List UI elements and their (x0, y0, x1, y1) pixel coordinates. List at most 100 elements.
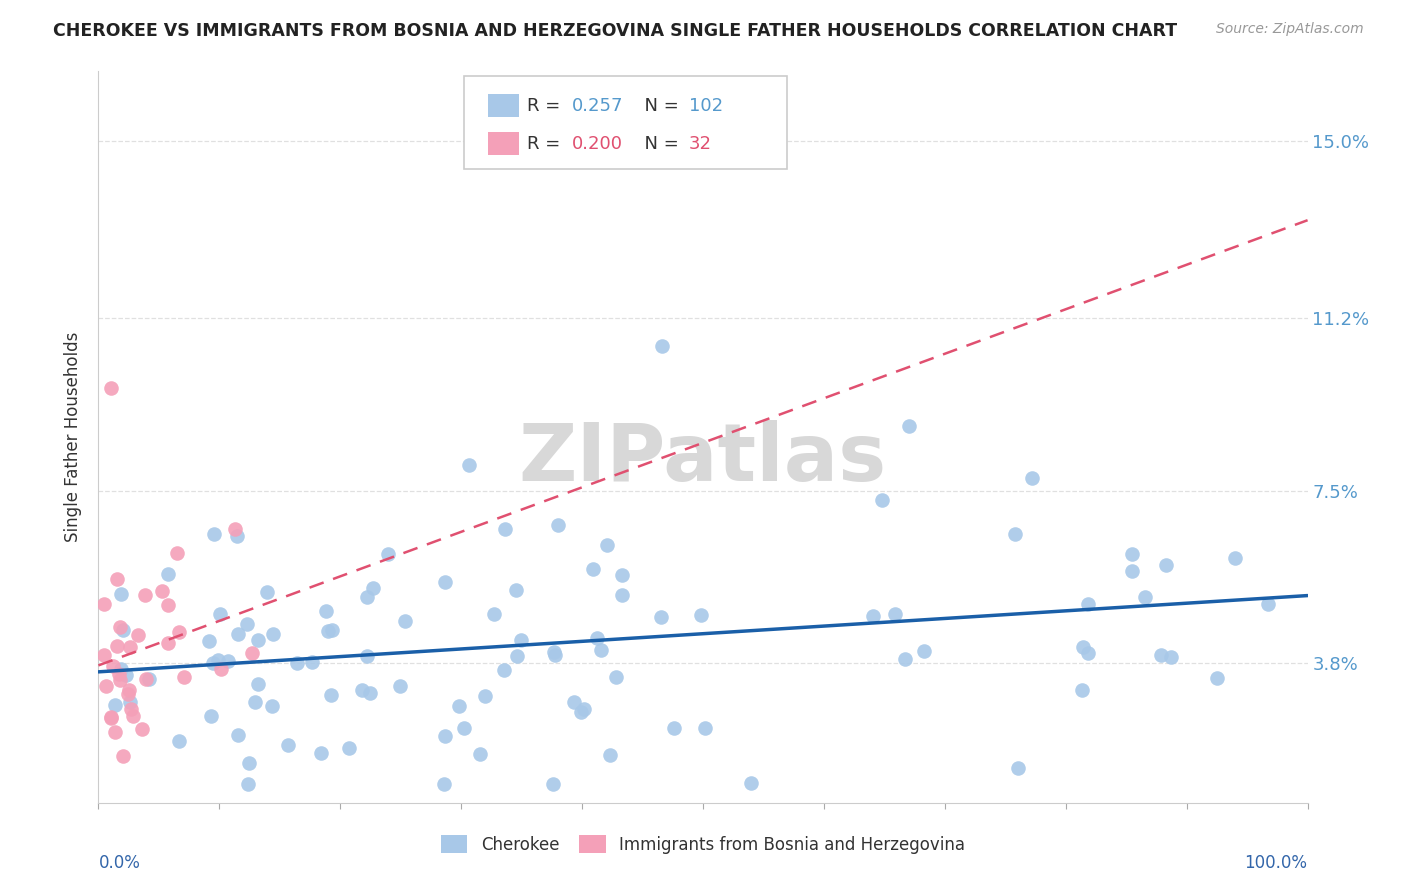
Point (93, 648, 115, 662)
Point (337, 740, 360, 755)
Text: 100.0%: 100.0% (1244, 854, 1308, 872)
Point (131, 722, 153, 736)
Text: R =: R = (527, 96, 567, 115)
Point (1007, 761, 1029, 775)
Point (912, 644, 935, 658)
Point (582, 562, 605, 576)
Point (301, 655, 323, 669)
Point (1133, 591, 1156, 605)
Point (356, 648, 378, 663)
Text: N =: N = (633, 135, 685, 153)
Point (169, 624, 191, 639)
Y-axis label: Single Father Households: Single Father Households (65, 332, 83, 542)
Point (209, 662, 232, 676)
Point (1150, 648, 1173, 662)
Text: Source: ZipAtlas.com: Source: ZipAtlas.com (1216, 22, 1364, 37)
Point (394, 614, 416, 628)
Point (135, 673, 157, 687)
Point (1223, 551, 1246, 566)
Point (447, 698, 470, 713)
Point (226, 627, 249, 641)
Point (562, 695, 585, 709)
Point (152, 583, 174, 598)
Point (285, 657, 308, 671)
Point (118, 695, 141, 709)
Point (263, 626, 285, 640)
Point (118, 683, 141, 698)
Point (1021, 471, 1043, 485)
Point (217, 654, 239, 668)
Point (884, 607, 907, 622)
Point (240, 646, 263, 660)
Point (157, 566, 180, 581)
Point (156, 598, 179, 612)
Point (1206, 671, 1229, 685)
Point (1121, 547, 1143, 561)
Point (321, 623, 343, 637)
Point (112, 623, 135, 637)
Point (474, 689, 496, 703)
Point (506, 648, 529, 663)
Point (108, 620, 131, 634)
Point (94, 679, 117, 693)
Point (693, 721, 716, 735)
Point (319, 688, 342, 702)
Point (359, 686, 381, 700)
Point (173, 670, 195, 684)
Point (352, 683, 374, 698)
Point (898, 418, 921, 433)
Point (209, 607, 232, 622)
Point (104, 725, 127, 739)
Point (166, 546, 188, 560)
Text: CHEROKEE VS IMMIGRANTS FROM BOSNIA AND HERZEGOVINA SINGLE FATHER HOUSEHOLDS CORR: CHEROKEE VS IMMIGRANTS FROM BOSNIA AND H… (53, 22, 1178, 40)
Point (1071, 682, 1094, 697)
Point (1121, 564, 1143, 578)
Point (202, 526, 225, 541)
Point (894, 652, 917, 666)
Point (316, 624, 339, 638)
Point (482, 607, 505, 621)
Point (510, 633, 533, 648)
Point (505, 582, 527, 597)
Point (277, 738, 299, 752)
Point (389, 679, 412, 693)
Point (453, 721, 475, 735)
Text: 0.200: 0.200 (572, 135, 623, 153)
Point (100, 711, 122, 725)
Point (605, 669, 627, 683)
Point (1257, 598, 1279, 612)
Point (572, 702, 595, 716)
Point (468, 747, 491, 761)
Point (127, 628, 149, 642)
Point (246, 677, 269, 691)
Point (434, 729, 457, 743)
Point (238, 756, 260, 771)
Point (1077, 597, 1099, 611)
Point (1004, 527, 1026, 541)
Point (111, 749, 134, 764)
Point (494, 663, 516, 677)
Point (544, 648, 567, 662)
Point (256, 584, 278, 599)
Point (690, 608, 713, 623)
Point (105, 572, 128, 586)
Point (309, 746, 332, 760)
Point (93, 597, 115, 611)
Text: 0.0%: 0.0% (98, 854, 141, 872)
Point (494, 523, 516, 537)
Point (134, 588, 156, 602)
Point (541, 777, 564, 791)
Point (117, 687, 139, 701)
Text: 102: 102 (689, 96, 723, 115)
Point (198, 633, 221, 648)
Point (103, 659, 125, 673)
Point (610, 588, 633, 602)
Point (105, 639, 128, 653)
Point (740, 775, 762, 789)
Point (596, 538, 619, 552)
Point (156, 636, 179, 650)
Point (862, 609, 884, 624)
Text: 0.257: 0.257 (572, 96, 624, 115)
Point (104, 698, 127, 712)
Point (1077, 646, 1099, 660)
